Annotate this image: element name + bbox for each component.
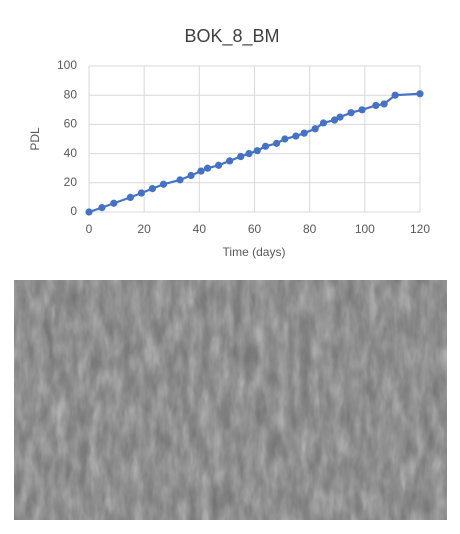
marker <box>110 199 118 207</box>
marker <box>204 164 212 172</box>
x-tick-label: 100 <box>355 222 375 236</box>
marker <box>391 91 399 99</box>
marker <box>245 150 253 158</box>
marker <box>319 119 328 127</box>
marker <box>292 132 300 140</box>
y-tick-label: 20 <box>64 175 78 189</box>
x-tick-label: 20 <box>137 222 151 236</box>
y-tick-label: 100 <box>57 58 77 72</box>
marker <box>197 167 205 175</box>
marker <box>281 135 289 143</box>
marker <box>237 152 245 161</box>
marker <box>137 189 146 197</box>
marker <box>358 106 366 114</box>
micrograph-texture <box>14 280 447 520</box>
plot-area: 0 20 40 60 80 100 0 20 40 60 80 100 120 <box>57 58 430 236</box>
x-axis-label: Time (days) <box>223 245 286 259</box>
marker <box>330 116 339 124</box>
marker <box>187 171 195 180</box>
marker <box>416 90 424 98</box>
marker <box>336 113 344 121</box>
marker <box>126 193 134 201</box>
x-tick-label: 40 <box>193 222 207 236</box>
x-tick-label: 60 <box>248 222 262 236</box>
y-tick-label: 0 <box>70 204 77 218</box>
marker <box>380 100 388 108</box>
marker <box>215 161 223 169</box>
marker <box>311 125 319 133</box>
marker <box>159 180 168 188</box>
marker <box>372 101 380 110</box>
marker <box>148 185 157 193</box>
marker <box>272 139 281 147</box>
marker <box>98 204 106 212</box>
marker <box>300 129 308 137</box>
y-axis-label: PDL <box>28 127 42 151</box>
marker <box>176 176 184 184</box>
x-tick-label: 120 <box>410 222 430 236</box>
chart-title: BOK_8_BM <box>184 26 279 47</box>
marker <box>85 208 93 216</box>
y-tick-label: 80 <box>64 87 78 101</box>
marker <box>226 157 234 165</box>
marker <box>347 109 355 117</box>
y-tick-label: 40 <box>64 146 78 160</box>
x-tick-label: 0 <box>86 222 93 236</box>
y-tick-label: 60 <box>64 117 78 131</box>
x-tick-label: 80 <box>303 222 317 236</box>
marker <box>261 142 270 150</box>
marker <box>253 147 261 155</box>
